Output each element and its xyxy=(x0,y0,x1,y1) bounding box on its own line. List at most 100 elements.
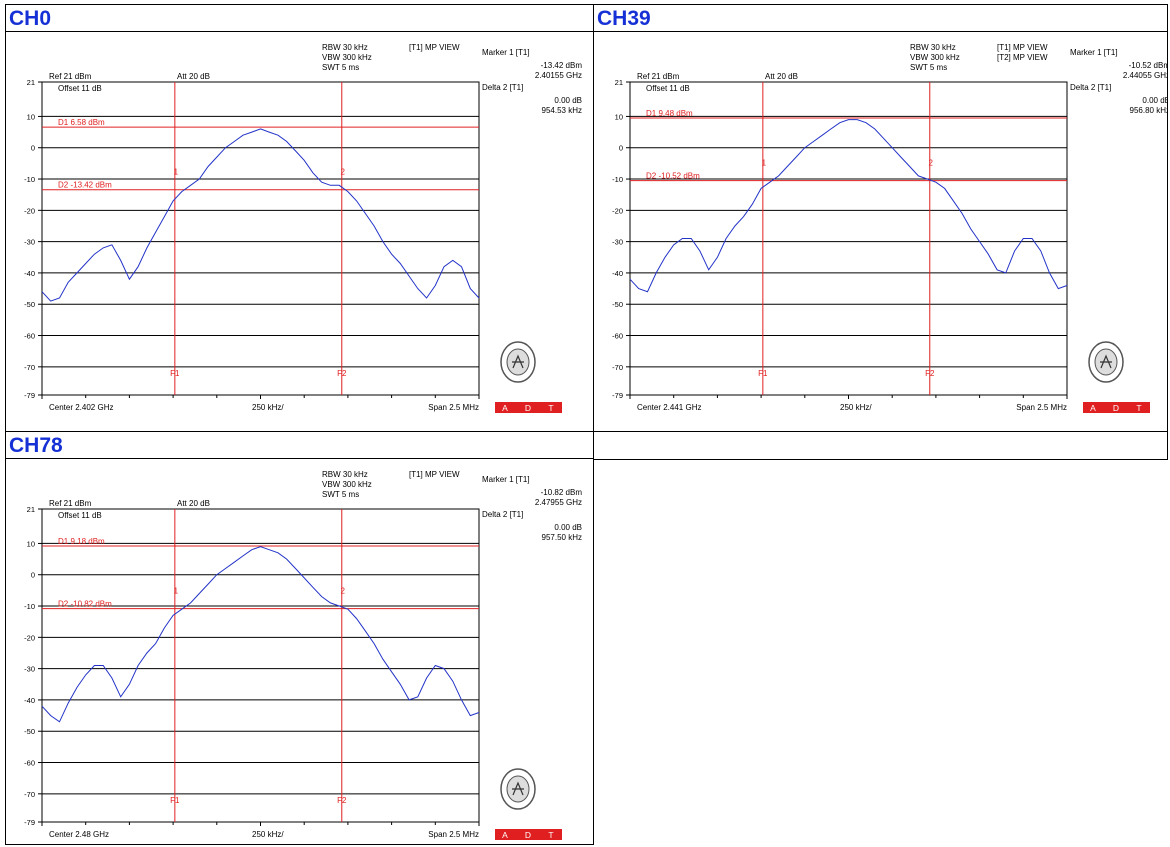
offset-label: Offset 11 dB xyxy=(58,84,102,93)
y-tick-label: 10 xyxy=(27,112,35,121)
panel-header: CH39 xyxy=(594,5,1167,32)
y-tick-label: 21 xyxy=(27,505,35,514)
offset-label: Offset 11 dB xyxy=(646,84,690,93)
delta2-level: 0.00 dB xyxy=(554,523,582,532)
marker1-level: -10.82 dBm xyxy=(541,488,583,497)
swt-label: SWT 5 ms xyxy=(322,490,359,499)
y-tick-label: -40 xyxy=(24,269,35,278)
panel-title: CH0 xyxy=(9,7,52,30)
adt-badge-letter: D xyxy=(525,403,531,413)
panel-ch39: CH39 RBW 30 kHz VBW 300 kHz SWT 5 ms [T1] M… xyxy=(593,4,1168,432)
spectrum-trace xyxy=(629,119,1068,293)
y-tick-label: -20 xyxy=(24,633,35,642)
span-label: Span 2.5 MHz xyxy=(1016,403,1067,412)
y-tick-label: -20 xyxy=(612,206,623,215)
y-tick-label: 10 xyxy=(615,112,623,121)
delta2-level: 0.00 dB xyxy=(554,96,582,105)
marker1-freq: 2.47955 GHz xyxy=(535,498,582,507)
trace-mode-label: [T2] MP VIEW xyxy=(997,53,1048,62)
m1-marker-label: 1 xyxy=(762,159,767,168)
y-tick-label: -40 xyxy=(612,269,623,278)
y-tick-label: 10 xyxy=(27,539,35,548)
adt-badge xyxy=(1083,402,1150,413)
delta2-level: 0.00 dB xyxy=(1142,96,1167,105)
delta2-label: Delta 2 [T1] xyxy=(482,510,523,519)
trace-mode-label: [T1] MP VIEW xyxy=(409,470,460,479)
attenuation-label: Att 20 dB xyxy=(765,72,798,81)
panel-header: CH78 xyxy=(6,432,593,459)
delta2-label: Delta 2 [T1] xyxy=(1070,83,1111,92)
panel-ch78: CH78 RBW 30 kHz VBW 300 kHz SWT 5 ms [T1] M… xyxy=(5,431,594,845)
d2-label: D2 -13.42 dBm xyxy=(58,181,112,190)
y-tick-label: -50 xyxy=(24,727,35,736)
spectrum-trace xyxy=(41,128,480,302)
y-tick-label: 0 xyxy=(619,144,623,153)
marker1-label: Marker 1 [T1] xyxy=(1070,48,1118,57)
div-label: 250 kHz/ xyxy=(252,403,284,412)
m1-marker-label: 1 xyxy=(174,587,179,596)
d1-label: D1 9.48 dBm xyxy=(646,109,693,118)
d1-label: D1 6.58 dBm xyxy=(58,118,105,127)
center-frequency-label: Center 2.48 GHz xyxy=(49,830,109,839)
vbw-label: VBW 300 kHz xyxy=(910,53,960,62)
y-tick-label: -20 xyxy=(24,206,35,215)
y-tick-label: -60 xyxy=(24,332,35,341)
y-tick-label: -10 xyxy=(24,602,35,611)
rbw-label: RBW 30 kHz xyxy=(322,43,368,52)
plot-frame xyxy=(41,508,480,823)
y-tick-label: -79 xyxy=(24,818,35,827)
vbw-label: VBW 300 kHz xyxy=(322,53,372,62)
y-tick-label: -70 xyxy=(24,363,35,372)
center-frequency-label: Center 2.441 GHz xyxy=(637,403,701,412)
rbw-label: RBW 30 kHz xyxy=(322,470,368,479)
adt-badge-letter: D xyxy=(1113,403,1119,413)
y-tick-label: 0 xyxy=(31,571,35,580)
m2-marker-label: 2 xyxy=(341,168,346,177)
d2-label: D2 -10.52 dBm xyxy=(646,172,700,181)
marker1-label: Marker 1 [T1] xyxy=(482,48,530,57)
logo-figure xyxy=(1100,354,1112,369)
delta2-freq: 957.50 kHz xyxy=(542,533,582,542)
y-tick-label: -40 xyxy=(24,696,35,705)
ref-level-label: Ref 21 dBm xyxy=(49,72,92,81)
y-tick-label: -30 xyxy=(612,238,623,247)
ref-level-label: Ref 21 dBm xyxy=(637,72,680,81)
m1-marker-label: 1 xyxy=(174,168,179,177)
offset-label: Offset 11 dB xyxy=(58,511,102,520)
delta2-freq: 956.80 kHz xyxy=(1130,106,1167,115)
d2-label: D2 -10.82 dBm xyxy=(58,600,112,609)
y-tick-label: -30 xyxy=(24,238,35,247)
y-tick-label: 21 xyxy=(27,78,35,87)
panel-title: CH39 xyxy=(597,7,651,30)
trace-mode-label: [T1] MP VIEW xyxy=(997,43,1048,52)
panel-title: CH78 xyxy=(9,434,63,457)
adt-badge-letter: T xyxy=(548,830,553,840)
f2-label: F2 xyxy=(925,369,935,378)
m2-marker-label: 2 xyxy=(341,587,346,596)
adt-badge-letter: A xyxy=(1090,403,1096,413)
y-tick-label: -10 xyxy=(612,175,623,184)
attenuation-label: Att 20 dB xyxy=(177,72,210,81)
attenuation-label: Att 20 dB xyxy=(177,499,210,508)
m2-marker-label: 2 xyxy=(929,159,934,168)
marker1-level: -13.42 dBm xyxy=(541,61,583,70)
trace-mode-label: [T1] MP VIEW xyxy=(409,43,460,52)
panel-empty xyxy=(593,431,1168,460)
f1-label: F1 xyxy=(170,369,180,378)
marker1-freq: 2.44055 GHz xyxy=(1123,71,1167,80)
y-tick-label: -70 xyxy=(24,790,35,799)
y-tick-label: -79 xyxy=(612,391,623,400)
y-tick-label: -79 xyxy=(24,391,35,400)
y-tick-label: -70 xyxy=(612,363,623,372)
adt-badge-letter: A xyxy=(502,403,508,413)
y-tick-label: -50 xyxy=(612,300,623,309)
rbw-label: RBW 30 kHz xyxy=(910,43,956,52)
spectrum-trace xyxy=(41,546,480,723)
y-tick-label: 0 xyxy=(31,144,35,153)
d1-label: D1 9.18 dBm xyxy=(58,537,105,546)
y-tick-label: -60 xyxy=(612,332,623,341)
delta2-freq: 954.53 kHz xyxy=(542,106,582,115)
